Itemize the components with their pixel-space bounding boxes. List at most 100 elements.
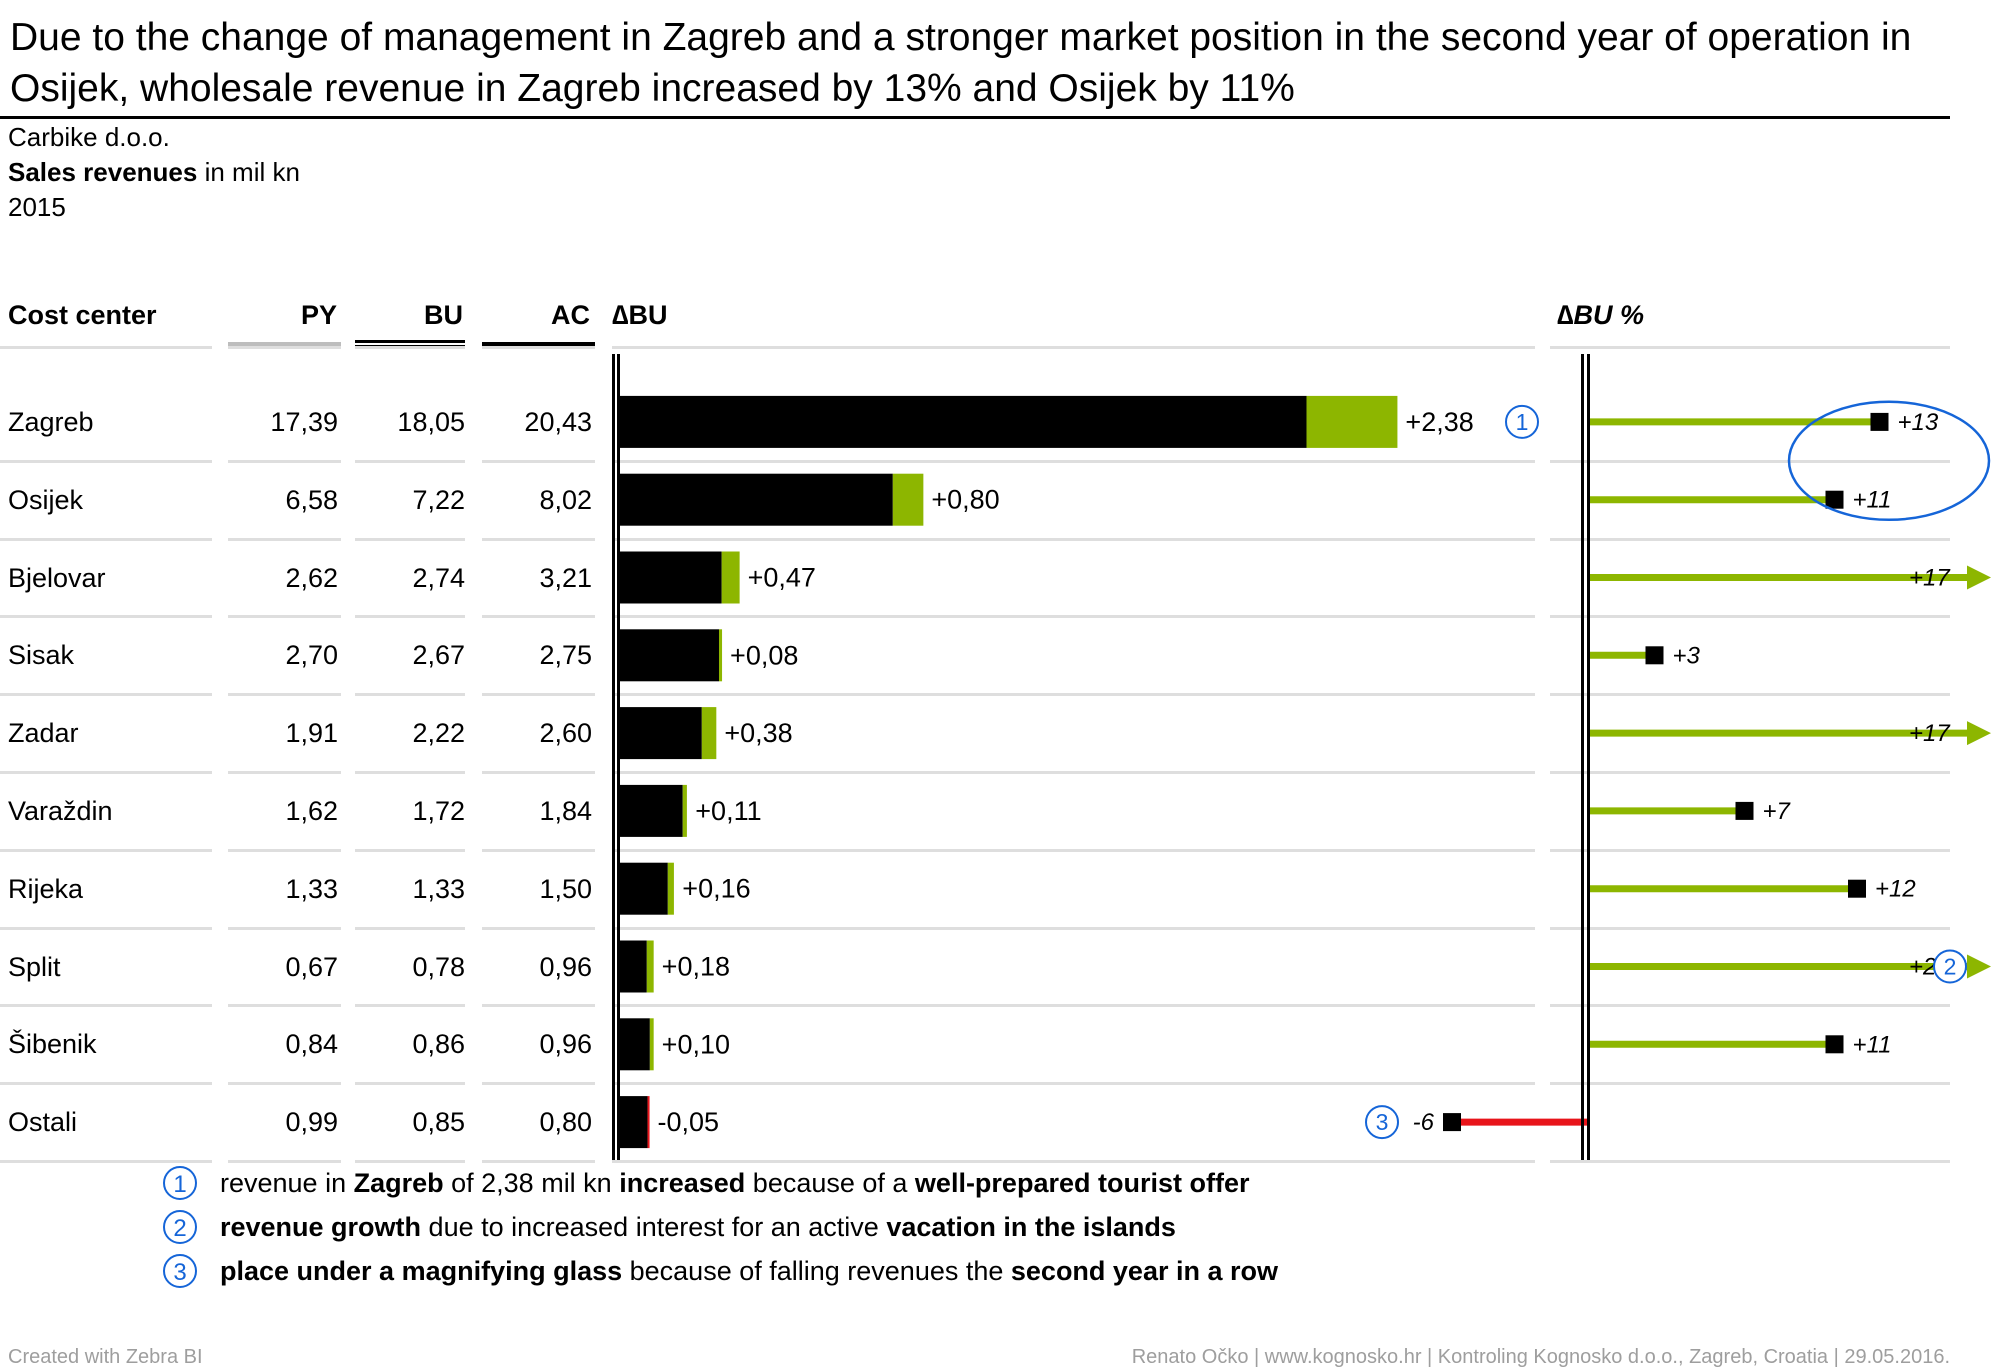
cost-center-label: Rijeka xyxy=(8,873,84,904)
actual-bar xyxy=(617,629,719,682)
row-separator xyxy=(1550,1160,1950,1163)
annotation-badge xyxy=(1365,1105,1399,1140)
note-emphasis: Zagreb xyxy=(353,1168,444,1198)
row-separator xyxy=(482,848,595,852)
pin-head xyxy=(1848,879,1866,898)
annotation-number: 1 xyxy=(1516,409,1529,435)
row-separator xyxy=(0,848,212,852)
note-badge: 1 xyxy=(163,1166,197,1200)
variance-label: +0,16 xyxy=(682,874,750,904)
variance-label: +0,10 xyxy=(662,1029,730,1059)
pct-axis xyxy=(1587,354,1590,1160)
pin-head xyxy=(1443,1113,1461,1132)
row-separator xyxy=(612,926,1535,930)
title-rule xyxy=(0,116,1950,119)
row-separator xyxy=(0,771,212,774)
row-separator xyxy=(228,537,341,541)
pin-head xyxy=(1825,1035,1844,1054)
row-separator xyxy=(228,459,341,463)
bu-value: 0,85 xyxy=(412,1107,465,1138)
measure-name: Sales revenues xyxy=(8,157,198,187)
row-separator xyxy=(355,459,465,463)
row-separator xyxy=(0,346,212,349)
row-separator xyxy=(482,1004,595,1008)
bu-value: 2,74 xyxy=(412,562,465,593)
row-separator xyxy=(1550,1004,1950,1008)
row-separator xyxy=(355,1004,465,1008)
row-separator xyxy=(1550,615,1950,619)
py-value: 0,99 xyxy=(285,1107,338,1138)
pin-head xyxy=(1825,490,1844,509)
ac-value: 0,96 xyxy=(539,951,592,982)
cost-center-label: Ostali xyxy=(8,1107,78,1138)
header-cost-center: Cost center xyxy=(8,300,157,330)
bu-value: 18,05 xyxy=(397,406,465,437)
actual-bar xyxy=(617,1018,650,1071)
variance-bar xyxy=(701,707,717,760)
row-separator xyxy=(482,459,595,463)
cost-center-label: Osijek xyxy=(8,484,84,515)
row-separator xyxy=(0,693,212,697)
actual-bar xyxy=(617,707,702,760)
bu-value: 0,86 xyxy=(412,1029,465,1060)
ac-value: 0,80 xyxy=(539,1107,592,1138)
row-separator xyxy=(0,459,212,463)
py-value: 1,62 xyxy=(285,795,338,826)
bu-axis xyxy=(612,354,615,1160)
note-emphasis: well-prepared tourist offer xyxy=(914,1168,1250,1198)
row-separator xyxy=(612,771,1535,774)
actual-bar xyxy=(617,940,647,993)
variance-bar xyxy=(721,551,740,604)
row-separator xyxy=(482,1160,595,1163)
annotation-number: 2 xyxy=(1944,954,1957,980)
pct-label: +11 xyxy=(1853,1031,1892,1058)
py-value: 6,58 xyxy=(285,484,338,515)
variance-bar xyxy=(1306,395,1398,448)
cost-center-label: Sisak xyxy=(8,640,75,671)
py-value: 1,91 xyxy=(285,718,338,749)
row-separator xyxy=(1550,459,1950,463)
row-separator xyxy=(1550,693,1950,697)
row-separator xyxy=(612,459,1535,463)
actual-bar xyxy=(617,395,1307,448)
ac-value: 3,21 xyxy=(539,562,592,593)
row-separator xyxy=(1550,1082,1950,1086)
cost-center-label: Bjelovar xyxy=(8,562,106,593)
note-badge: 2 xyxy=(163,1210,197,1244)
header-bu: BU xyxy=(424,300,463,330)
actual-bar xyxy=(617,1096,648,1149)
measure-unit: in mil kn xyxy=(197,157,300,187)
annotation-badge xyxy=(1505,404,1539,439)
overflow-arrow xyxy=(1967,565,1991,590)
header-delta-bu-pct: ∆BU % xyxy=(1557,300,1645,330)
row-separator xyxy=(355,848,465,852)
actual-bar xyxy=(617,473,893,526)
bu-value: 2,22 xyxy=(412,718,465,749)
variance-label: +0,11 xyxy=(695,796,761,826)
py-value: 2,62 xyxy=(285,562,338,593)
note-fragment: of 2,38 mil kn xyxy=(443,1168,620,1198)
highlight-ellipse xyxy=(1787,400,1991,522)
row-separator xyxy=(228,1004,341,1008)
cost-center-label: Zagreb xyxy=(8,406,94,437)
note-text: revenue in Zagreb of 2,38 mil kn increas… xyxy=(220,1166,1249,1200)
cost-center-label: Šibenik xyxy=(8,1029,97,1060)
ac-value: 1,50 xyxy=(539,873,592,904)
note-fragment: because of a xyxy=(745,1168,915,1198)
pct-label: -6 xyxy=(1413,1109,1435,1136)
note-fragment: revenue in xyxy=(220,1168,354,1198)
variance-label: +0,80 xyxy=(931,485,999,515)
row-separator xyxy=(482,771,595,774)
ac-scenario-marker xyxy=(482,342,595,348)
overflow-arrow xyxy=(1967,721,1991,746)
pin-head xyxy=(1735,801,1754,820)
row-separator xyxy=(228,848,341,852)
row-separator xyxy=(612,1160,1535,1163)
bu-value: 0,78 xyxy=(412,951,465,982)
row-separator xyxy=(228,926,341,930)
overflow-arrow xyxy=(1967,954,1991,979)
pct-label: +7 xyxy=(1763,798,1792,825)
variance-bar xyxy=(647,1096,650,1149)
row-separator xyxy=(1550,848,1950,852)
variance-bar xyxy=(649,1018,654,1071)
